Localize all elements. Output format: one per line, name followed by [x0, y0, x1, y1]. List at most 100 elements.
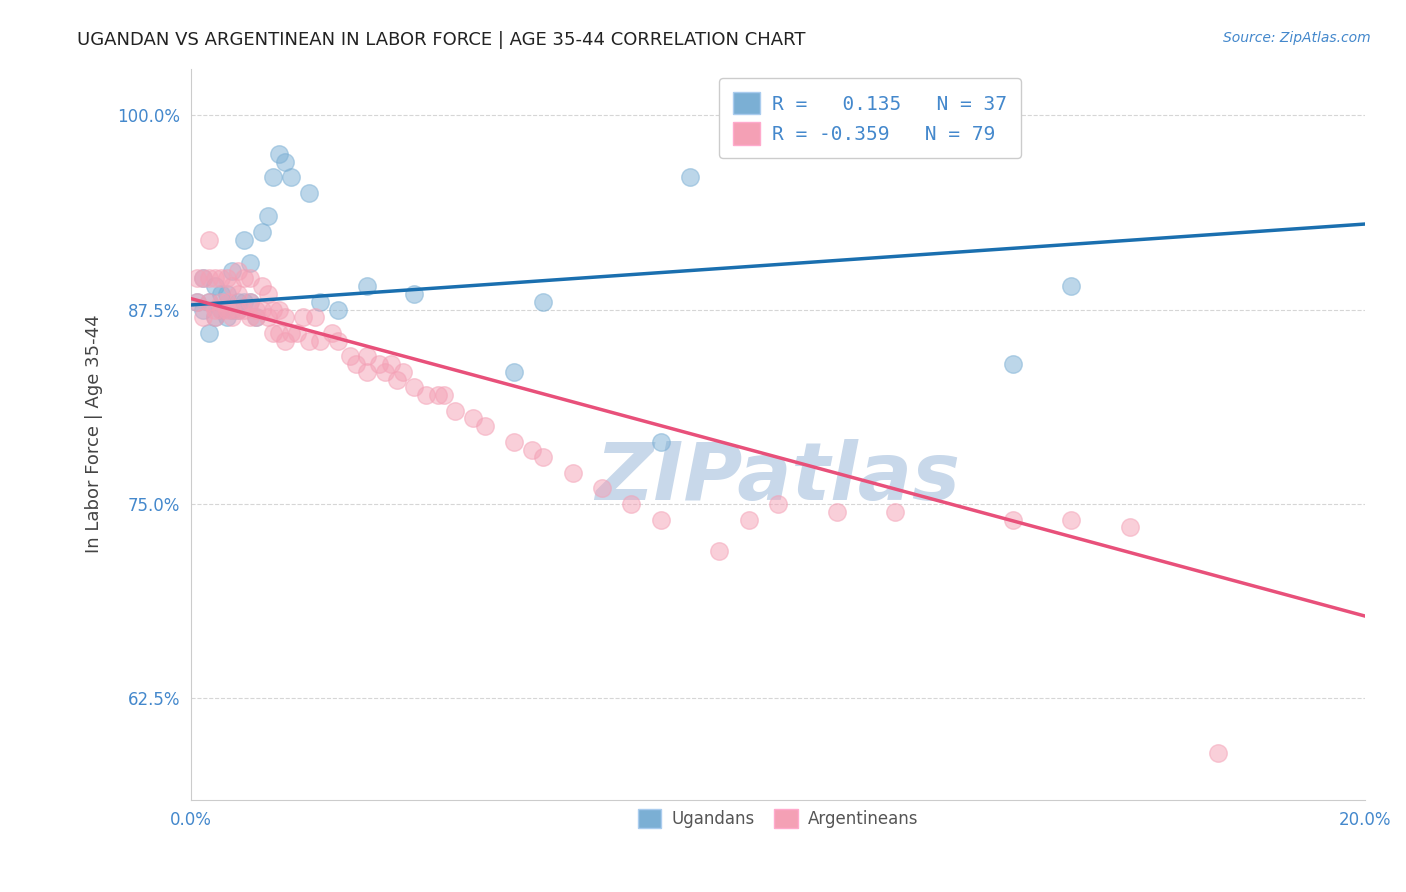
Point — [339, 349, 361, 363]
Point — [215, 271, 238, 285]
Point — [884, 505, 907, 519]
Point — [368, 357, 391, 371]
Point — [269, 326, 291, 340]
Point — [226, 263, 249, 277]
Point — [825, 505, 848, 519]
Point — [233, 294, 256, 309]
Legend: Ugandans, Argentineans: Ugandans, Argentineans — [631, 803, 925, 835]
Point — [274, 310, 297, 325]
Point — [209, 287, 232, 301]
Point — [191, 271, 214, 285]
Point — [620, 497, 643, 511]
Point — [233, 233, 256, 247]
Point — [461, 411, 484, 425]
Point — [503, 434, 526, 449]
Point — [650, 512, 672, 526]
Point — [679, 170, 702, 185]
Point — [415, 388, 437, 402]
Text: UGANDAN VS ARGENTINEAN IN LABOR FORCE | AGE 35-44 CORRELATION CHART: UGANDAN VS ARGENTINEAN IN LABOR FORCE | … — [77, 31, 806, 49]
Point — [356, 349, 378, 363]
Point — [269, 147, 291, 161]
Point — [250, 279, 273, 293]
Point — [1119, 520, 1142, 534]
Point — [1060, 512, 1083, 526]
Point — [385, 373, 408, 387]
Point — [239, 271, 262, 285]
Point — [304, 310, 326, 325]
Point — [444, 403, 467, 417]
Point — [239, 294, 262, 309]
Point — [250, 302, 273, 317]
Point — [186, 271, 208, 285]
Point — [561, 466, 583, 480]
Y-axis label: In Labor Force | Age 35-44: In Labor Force | Age 35-44 — [86, 315, 103, 553]
Point — [380, 357, 402, 371]
Point — [204, 302, 226, 317]
Point — [221, 302, 243, 317]
Point — [221, 310, 243, 325]
Point — [239, 256, 262, 270]
Point — [198, 326, 221, 340]
Point — [191, 310, 214, 325]
Point — [191, 302, 214, 317]
Point — [256, 310, 278, 325]
Point — [285, 326, 308, 340]
Point — [344, 357, 367, 371]
Point — [531, 294, 554, 309]
Point — [1001, 512, 1024, 526]
Point — [274, 334, 297, 348]
Point — [591, 482, 613, 496]
Point — [226, 287, 249, 301]
Point — [198, 294, 221, 309]
Point — [298, 334, 321, 348]
Point — [520, 442, 543, 457]
Point — [256, 287, 278, 301]
Point — [356, 365, 378, 379]
Text: Source: ZipAtlas.com: Source: ZipAtlas.com — [1223, 31, 1371, 45]
Point — [262, 326, 284, 340]
Point — [191, 271, 214, 285]
Point — [250, 225, 273, 239]
Point — [239, 310, 262, 325]
Point — [215, 287, 238, 301]
Point — [291, 310, 314, 325]
Point — [204, 310, 226, 325]
Point — [245, 310, 267, 325]
Point — [233, 302, 256, 317]
Point — [215, 310, 238, 325]
Point — [737, 512, 759, 526]
Point — [215, 302, 238, 317]
Point — [209, 302, 232, 317]
Point — [221, 279, 243, 293]
Point — [209, 294, 232, 309]
Point — [650, 434, 672, 449]
Point — [221, 302, 243, 317]
Point — [280, 326, 302, 340]
Point — [298, 186, 321, 200]
Point — [269, 302, 291, 317]
Point — [1206, 746, 1229, 760]
Point — [1001, 357, 1024, 371]
Point — [198, 271, 221, 285]
Point — [209, 302, 232, 317]
Point — [309, 294, 332, 309]
Point — [531, 450, 554, 465]
Point — [474, 419, 496, 434]
Text: ZIPatlas: ZIPatlas — [596, 439, 960, 516]
Point — [204, 279, 226, 293]
Point — [215, 294, 238, 309]
Point — [766, 497, 789, 511]
Point — [1060, 279, 1083, 293]
Point — [198, 233, 221, 247]
Point — [326, 302, 349, 317]
Point — [356, 279, 378, 293]
Point — [503, 365, 526, 379]
Point — [204, 310, 226, 325]
Point — [326, 334, 349, 348]
Point — [432, 388, 454, 402]
Point — [262, 170, 284, 185]
Point — [404, 380, 426, 394]
Point — [321, 326, 343, 340]
Point — [186, 294, 208, 309]
Point — [374, 365, 396, 379]
